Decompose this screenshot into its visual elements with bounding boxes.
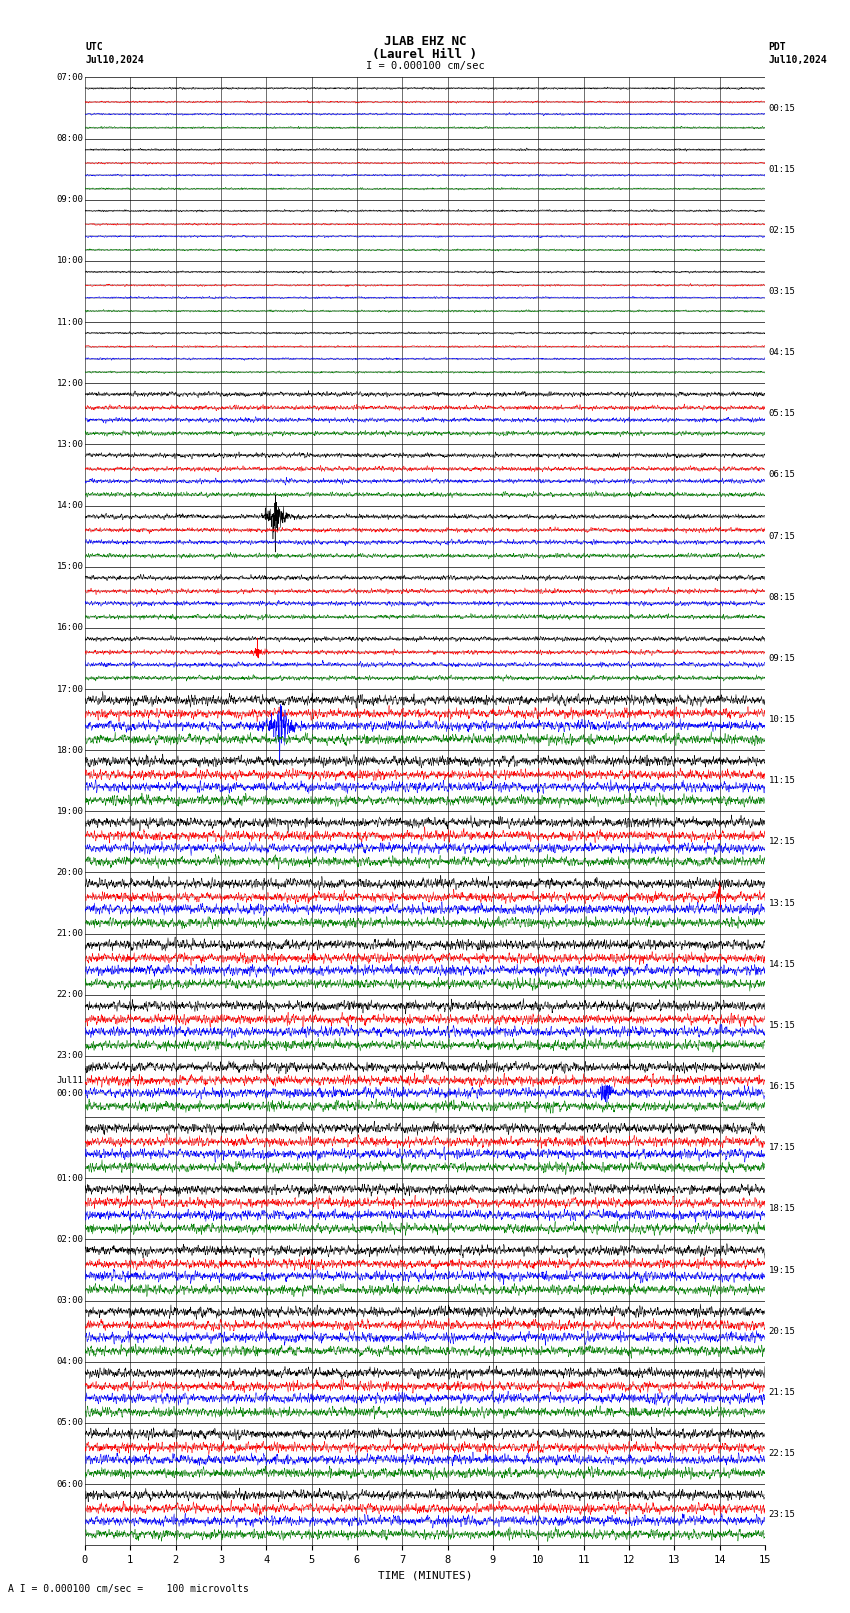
Text: (Laurel Hill ): (Laurel Hill ) xyxy=(372,48,478,61)
Text: 10:00: 10:00 xyxy=(56,256,83,266)
Text: 14:00: 14:00 xyxy=(56,502,83,510)
Text: 11:00: 11:00 xyxy=(56,318,83,326)
Text: 05:00: 05:00 xyxy=(56,1418,83,1428)
Text: 04:00: 04:00 xyxy=(56,1357,83,1366)
Text: 16:15: 16:15 xyxy=(768,1082,796,1090)
Text: Jul11: Jul11 xyxy=(56,1076,83,1084)
Text: 21:00: 21:00 xyxy=(56,929,83,939)
Text: 17:00: 17:00 xyxy=(56,684,83,694)
Text: I = 0.000100 cm/sec: I = 0.000100 cm/sec xyxy=(366,61,484,71)
Text: 13:00: 13:00 xyxy=(56,440,83,448)
Text: Jul10,2024: Jul10,2024 xyxy=(768,55,827,65)
Text: 10:15: 10:15 xyxy=(768,715,796,724)
Text: 23:15: 23:15 xyxy=(768,1510,796,1519)
Text: 01:00: 01:00 xyxy=(56,1174,83,1182)
Text: 22:00: 22:00 xyxy=(56,990,83,1000)
Text: 04:15: 04:15 xyxy=(768,348,796,356)
Text: 19:00: 19:00 xyxy=(56,806,83,816)
Text: 17:15: 17:15 xyxy=(768,1144,796,1152)
Text: 02:00: 02:00 xyxy=(56,1236,83,1244)
Text: 08:00: 08:00 xyxy=(56,134,83,144)
Text: 09:00: 09:00 xyxy=(56,195,83,205)
Text: 08:15: 08:15 xyxy=(768,594,796,602)
Text: 06:15: 06:15 xyxy=(768,471,796,479)
Text: 03:00: 03:00 xyxy=(56,1297,83,1305)
Text: 00:15: 00:15 xyxy=(768,103,796,113)
Text: 14:15: 14:15 xyxy=(768,960,796,969)
Text: 05:15: 05:15 xyxy=(768,410,796,418)
Text: 06:00: 06:00 xyxy=(56,1479,83,1489)
Text: Jul10,2024: Jul10,2024 xyxy=(85,55,144,65)
Text: 12:15: 12:15 xyxy=(768,837,796,847)
Text: 11:15: 11:15 xyxy=(768,776,796,786)
Text: 19:15: 19:15 xyxy=(768,1266,796,1274)
X-axis label: TIME (MINUTES): TIME (MINUTES) xyxy=(377,1571,473,1581)
Text: 18:15: 18:15 xyxy=(768,1205,796,1213)
Text: 12:00: 12:00 xyxy=(56,379,83,387)
Text: A I = 0.000100 cm/sec =    100 microvolts: A I = 0.000100 cm/sec = 100 microvolts xyxy=(8,1584,249,1594)
Text: 22:15: 22:15 xyxy=(768,1448,796,1458)
Text: 07:15: 07:15 xyxy=(768,532,796,540)
Text: 20:15: 20:15 xyxy=(768,1327,796,1336)
Text: UTC: UTC xyxy=(85,42,103,52)
Text: 18:00: 18:00 xyxy=(56,745,83,755)
Text: 13:15: 13:15 xyxy=(768,898,796,908)
Text: 02:15: 02:15 xyxy=(768,226,796,235)
Text: PDT: PDT xyxy=(768,42,786,52)
Text: 16:00: 16:00 xyxy=(56,623,83,632)
Text: 00:00: 00:00 xyxy=(56,1089,83,1097)
Text: 01:15: 01:15 xyxy=(768,165,796,174)
Text: 21:15: 21:15 xyxy=(768,1387,796,1397)
Text: 23:00: 23:00 xyxy=(56,1052,83,1060)
Text: 03:15: 03:15 xyxy=(768,287,796,295)
Text: 20:00: 20:00 xyxy=(56,868,83,877)
Text: 15:00: 15:00 xyxy=(56,563,83,571)
Text: JLAB EHZ NC: JLAB EHZ NC xyxy=(383,35,467,48)
Text: 15:15: 15:15 xyxy=(768,1021,796,1029)
Text: 07:00: 07:00 xyxy=(56,73,83,82)
Text: 09:15: 09:15 xyxy=(768,653,796,663)
